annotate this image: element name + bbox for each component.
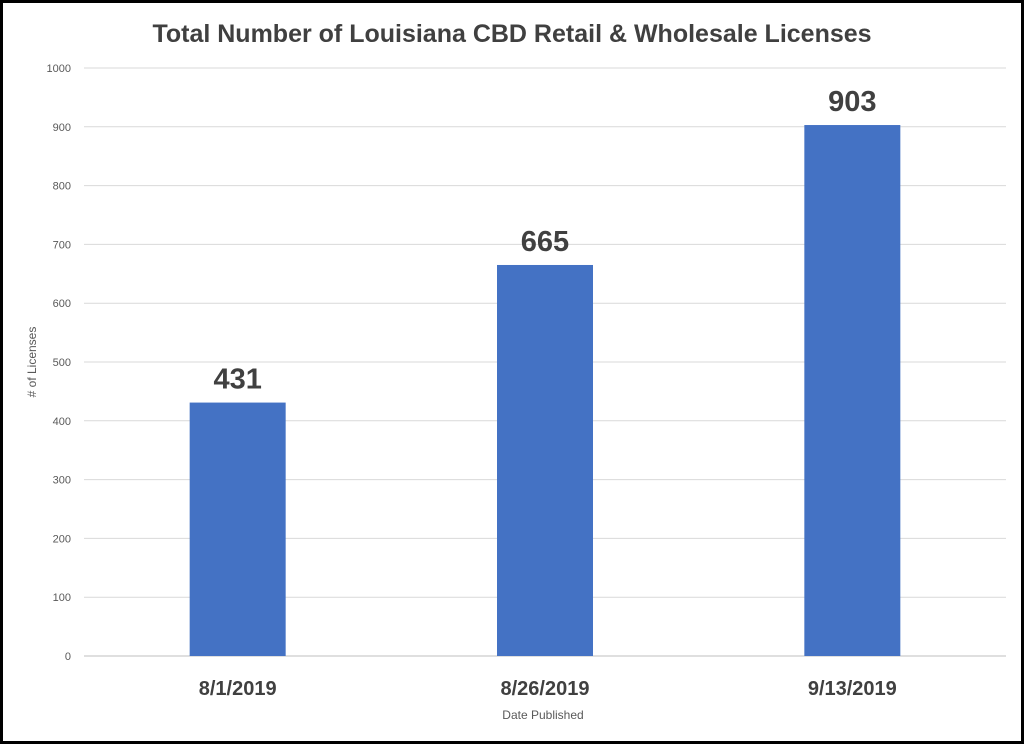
bar [497,264,593,656]
x-tick-label: 8/1/2019 [199,678,277,700]
y-axis-label: # of Licenses [25,327,39,398]
y-tick-label: 0 [65,651,71,663]
y-tick-label: 1000 [47,63,71,75]
x-axis-label: Date Published [502,708,583,722]
bar [189,402,286,656]
y-tick-label: 500 [53,357,71,369]
y-tick-label: 400 [53,416,71,428]
data-label: 903 [828,86,876,118]
bar [804,125,901,656]
data-label: 665 [521,226,569,258]
y-tick-label: 800 [53,181,71,193]
bars [189,125,901,656]
data-label: 431 [213,364,261,396]
x-tick-label: 8/26/2019 [501,678,590,700]
data-labels: 431 665 903 [213,86,876,396]
y-tick-label: 900 [53,122,71,134]
y-tick-label: 700 [53,239,71,251]
y-tick-label: 600 [53,298,71,310]
y-tick-label: 100 [53,592,71,604]
x-tick-label: 9/13/2019 [808,678,897,700]
chart-title: Total Number of Louisiana CBD Retail & W… [152,20,871,48]
y-axis-ticks: 0 100 200 300 400 500 600 700 800 900 1000 [47,63,71,663]
x-axis-ticks: 8/1/2019 8/26/2019 9/13/2019 [199,678,897,700]
y-tick-label: 200 [53,533,71,545]
y-tick-label: 300 [53,475,71,487]
